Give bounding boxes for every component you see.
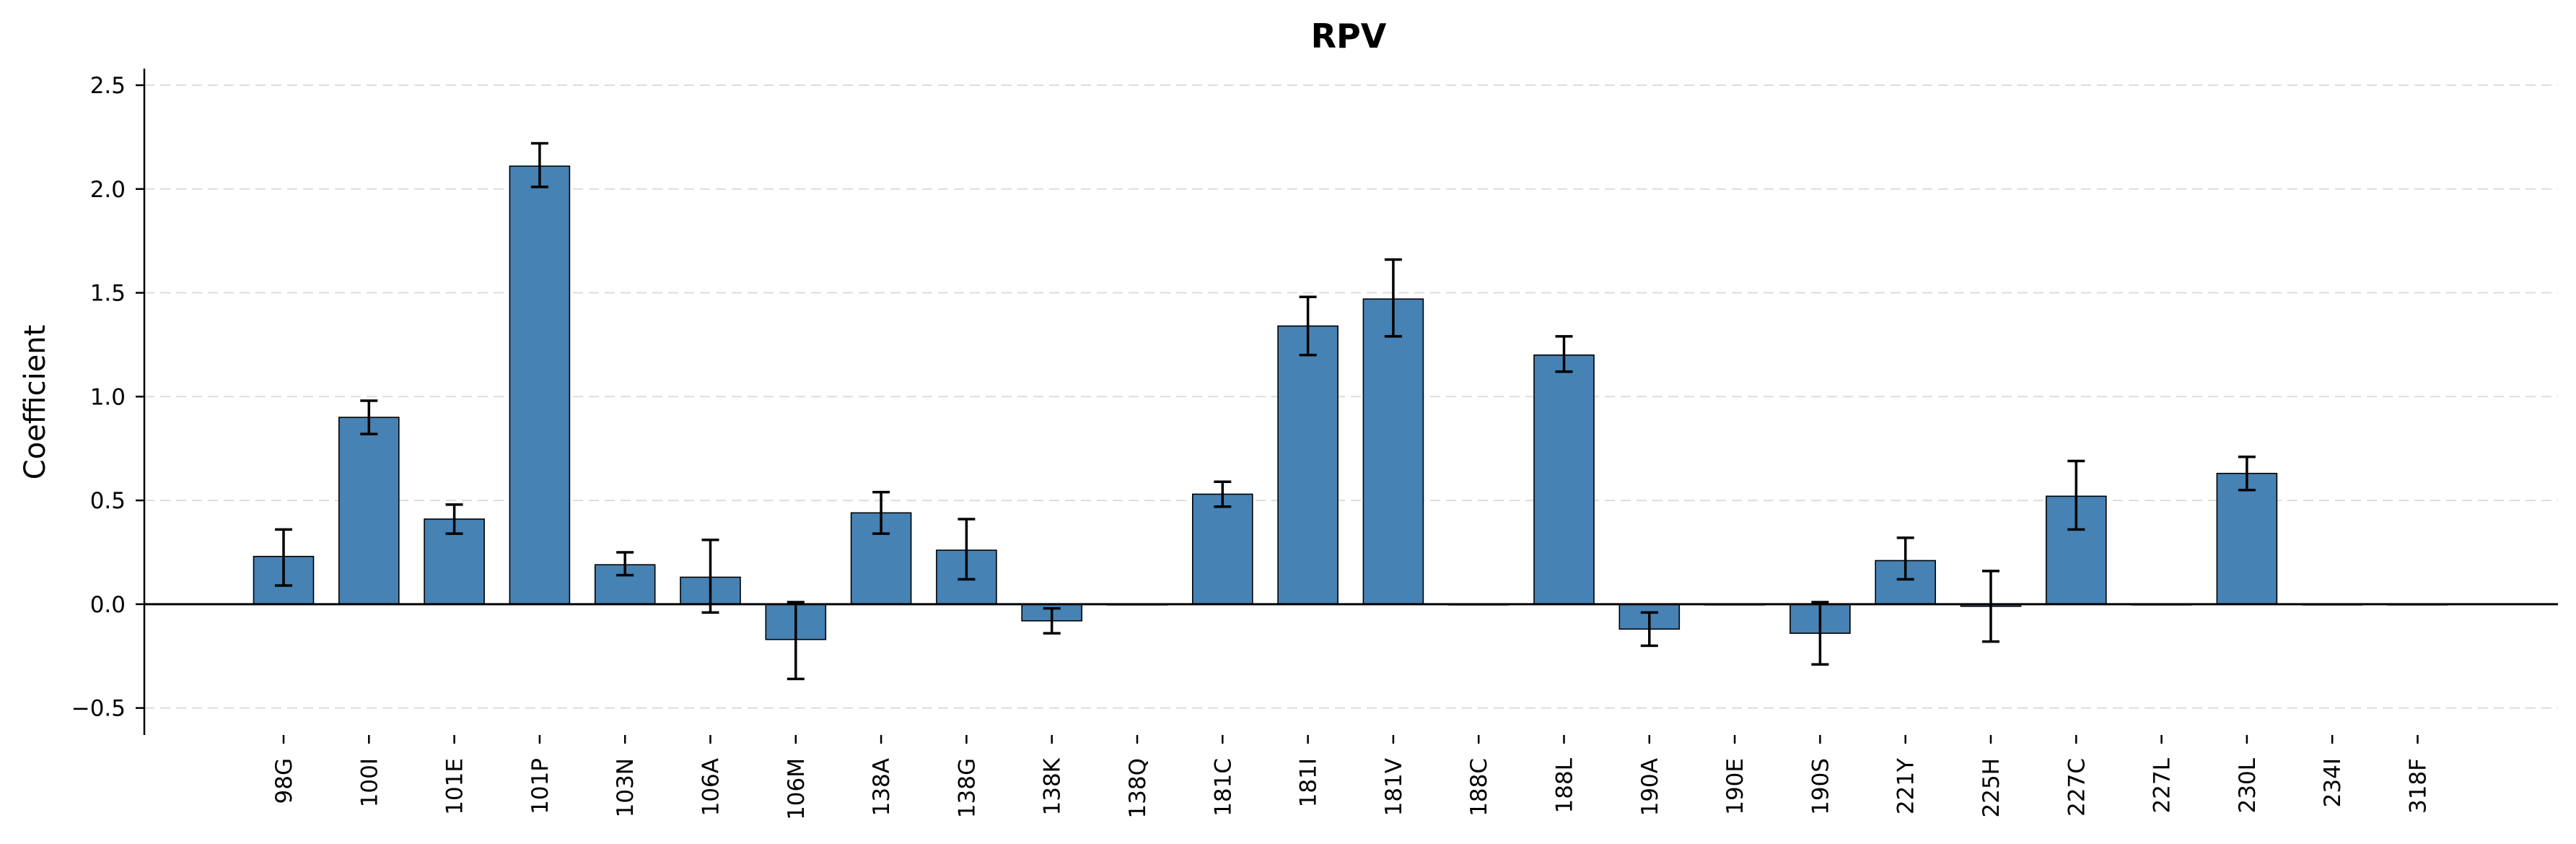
- x-tick-label: 234I: [2320, 758, 2346, 807]
- y-tick-label: 0.5: [90, 488, 126, 514]
- y-tick-label: 2.0: [90, 177, 126, 203]
- y-tick-label: −0.5: [71, 696, 126, 722]
- x-tick-label: 138A: [869, 758, 895, 816]
- y-ticks: −0.5 0.0 0.5 1.0 1.5 2.0 2.5: [71, 73, 144, 722]
- x-tick-label: 101E: [442, 758, 468, 815]
- x-tick-label: 100I: [356, 758, 382, 807]
- y-tick-label: 2.5: [90, 73, 126, 99]
- x-tick-label: 227L: [2150, 757, 2176, 813]
- axes: [143, 69, 2558, 735]
- bar: [1533, 354, 1595, 605]
- x-tick-label: 221Y: [1893, 758, 1919, 814]
- x-tick-label: 138K: [1040, 757, 1066, 815]
- bar: [1277, 325, 1339, 605]
- x-tick-label: 190S: [1808, 758, 1834, 815]
- error-bars: [275, 142, 2256, 681]
- x-tick-label: 181C: [1210, 758, 1236, 817]
- chart-title: RPV: [1311, 17, 1387, 56]
- bar: [1192, 493, 1253, 605]
- x-tick-label: 225H: [1979, 758, 2005, 817]
- x-tick-label: 103N: [613, 758, 639, 817]
- x-tick-label: 190A: [1637, 758, 1663, 816]
- y-tick-label: 1.5: [90, 281, 126, 307]
- x-tick-label: 181I: [1296, 758, 1322, 807]
- bar: [509, 165, 571, 605]
- x-tick-label: 106M: [784, 758, 810, 820]
- y-tick-label: 1.0: [90, 384, 126, 410]
- x-tick-label: 106A: [698, 758, 724, 816]
- bars: [253, 165, 2448, 640]
- x-tick-label: 227C: [2064, 758, 2090, 817]
- x-tick-label: 138G: [954, 758, 980, 818]
- x-tick-label: 138Q: [1125, 758, 1151, 819]
- x-tick-label: 98G: [271, 758, 297, 804]
- bar: [1362, 298, 1424, 605]
- bar: [338, 417, 400, 605]
- x-tick-label: 318F: [2406, 758, 2432, 814]
- x-tick-label: 188L: [1552, 757, 1578, 813]
- x-tick-label: 101P: [527, 758, 553, 814]
- x-tick-label: 181V: [1381, 758, 1407, 816]
- x-tick-label: 188C: [1466, 758, 1492, 817]
- bar: [2216, 472, 2278, 605]
- x-ticks: 98G 100I 101E 101P 103N 106A 106M 138A 138G 138K 1…: [271, 735, 2432, 820]
- x-tick-label: 190E: [1722, 758, 1748, 815]
- y-axis-label: Coefficient: [19, 325, 52, 479]
- grid-lines: [144, 84, 2558, 709]
- y-tick-label: 0.0: [90, 592, 126, 618]
- x-tick-label: 230L: [2235, 757, 2261, 813]
